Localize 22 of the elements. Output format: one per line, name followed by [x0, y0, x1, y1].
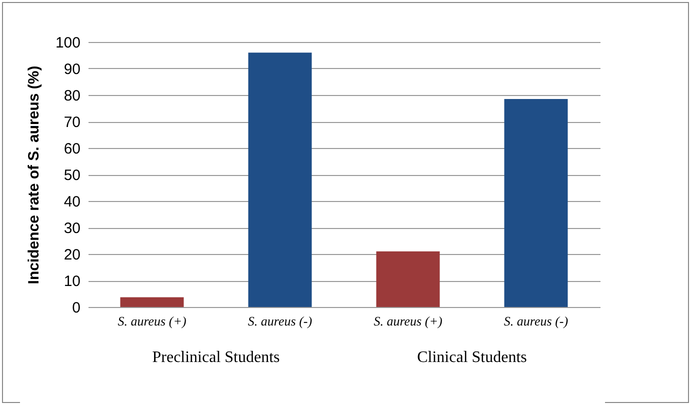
bar [248, 52, 312, 307]
y-tick-label: 90 [64, 61, 80, 78]
y-tick-label: 100 [55, 34, 80, 52]
bar [376, 251, 440, 307]
x-tick-label: S. aureus (-) [248, 314, 312, 328]
text: Clinical Students [417, 349, 527, 366]
x-tick-label: S. aureus (+) [118, 314, 186, 328]
y-tick-label: 70 [64, 114, 80, 131]
y-tick-label: 40 [64, 194, 80, 210]
x-tick-label: S. aureus (+) [374, 314, 442, 328]
bar [504, 98, 568, 307]
y-tick-label: 30 [64, 220, 80, 237]
y-tick-label: 10 [64, 273, 80, 290]
y-tick-label: 50 [64, 167, 80, 184]
y-tick-label: 20 [64, 246, 80, 264]
text: Preclinical Students [152, 349, 280, 366]
x-tick-label: S. aureus (-) [504, 314, 568, 328]
bar [120, 297, 184, 307]
y-axis-title: Incidence rate of S. aureus (%) [25, 66, 42, 284]
y-tick-label: 60 [64, 140, 80, 158]
y-tick-label: 0 [72, 300, 80, 316]
y-tick-label: 80 [64, 88, 80, 104]
